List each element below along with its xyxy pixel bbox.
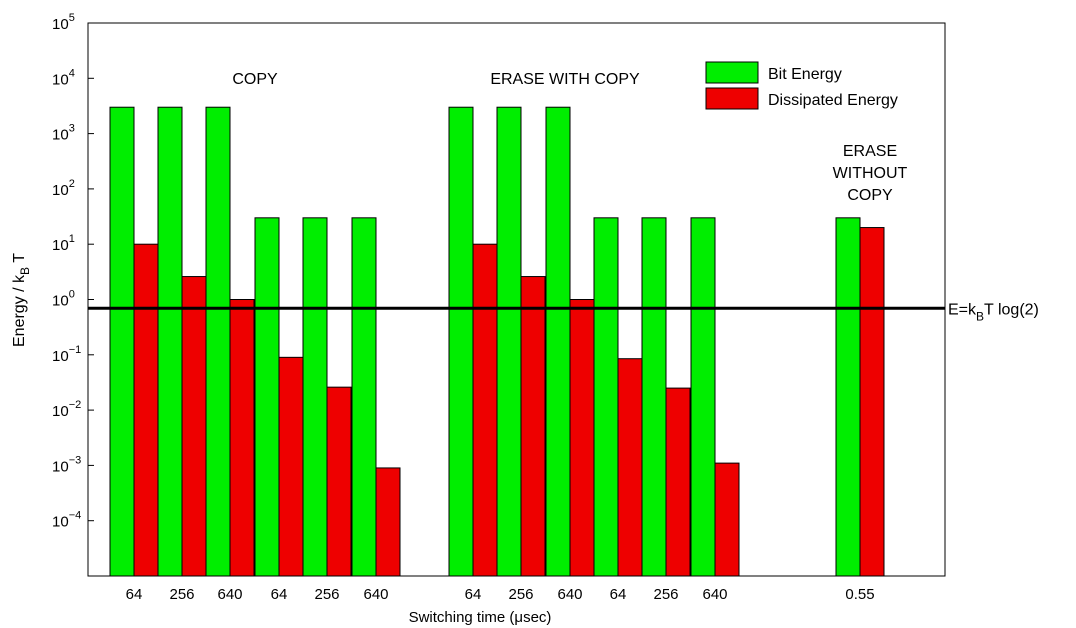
x-tick-label: 64 — [126, 586, 143, 603]
bar-dissipated-energy — [133, 243, 159, 577]
y-axis: 10−4 10−3 10−2 10−1 100 101 102 103 104 105 — [52, 12, 94, 531]
bar-bit-energy — [302, 217, 328, 577]
bar-dissipated-energy — [665, 387, 691, 577]
y-tick-label: 10−4 — [52, 510, 81, 531]
y-tick-label: 104 — [52, 67, 75, 88]
group-label: ERASE WITHOUT COPY — [833, 143, 908, 204]
bar-dissipated-energy — [617, 358, 643, 577]
bar-dissipated-energy — [520, 276, 546, 577]
bar-bit-energy — [109, 106, 135, 577]
bar-bit-energy — [496, 106, 522, 577]
y-tick-label: 103 — [52, 123, 75, 144]
bar-dissipated-energy — [859, 227, 885, 577]
y-tick-label: 102 — [52, 178, 75, 199]
bar-dissipated-energy — [569, 299, 595, 577]
x-axis: 64 256 640 64 256 640 64 256 640 64 256 640 0.55 — [126, 570, 875, 603]
bar-bit-energy — [157, 106, 183, 577]
x-tick-label: 640 — [557, 586, 582, 603]
y-tick-label: 100 — [52, 289, 75, 310]
legend-swatch-bit-energy — [705, 61, 759, 84]
y-tick-label: 10−1 — [52, 344, 81, 365]
bar-bit-energy — [205, 106, 231, 577]
legend-label-dissipated-energy: Dissipated Energy — [768, 92, 898, 109]
bar-dissipated-energy — [714, 462, 740, 577]
bar-bit-energy — [351, 217, 377, 577]
x-tick-label: 0.55 — [845, 586, 874, 603]
x-tick-label: 256 — [653, 586, 678, 603]
bar-bit-energy — [254, 217, 280, 577]
y-tick-label: 10−3 — [52, 454, 81, 475]
x-axis-label: Switching time (μsec) — [409, 609, 552, 626]
bar-bit-energy — [690, 217, 716, 577]
x-tick-label: 640 — [363, 586, 388, 603]
x-tick-label: 64 — [610, 586, 627, 603]
bar-bit-energy — [448, 106, 474, 577]
legend-swatch-dissipated-energy — [705, 87, 759, 110]
bar-dissipated-energy — [181, 276, 207, 577]
y-tick-label: 101 — [52, 233, 75, 254]
bars-layer — [109, 106, 885, 577]
bar-bit-energy — [545, 106, 571, 577]
x-tick-label: 64 — [271, 586, 288, 603]
bar-dissipated-energy — [229, 299, 255, 577]
y-tick-label: 105 — [52, 12, 75, 33]
bar-dissipated-energy — [375, 467, 401, 577]
bar-dissipated-energy — [472, 243, 498, 577]
x-tick-label: 256 — [508, 586, 533, 603]
bar-bit-energy — [835, 217, 861, 577]
legend-label-bit-energy: Bit Energy — [768, 66, 842, 83]
group-annotations: COPY ERASE WITH COPY ERASE WITHOUT COPY — [232, 71, 907, 204]
bar-bit-energy — [641, 217, 667, 577]
x-tick-label: 256 — [169, 586, 194, 603]
bar-dissipated-energy — [326, 386, 352, 577]
x-tick-label: 256 — [314, 586, 339, 603]
group-label: COPY — [232, 71, 278, 88]
reference-line-label: E=kBT log(2) — [948, 301, 1039, 323]
bar-dissipated-energy — [278, 356, 304, 577]
x-tick-label: 64 — [465, 586, 482, 603]
y-axis-label: Energy / kB T — [11, 253, 32, 347]
y-tick-label: 10−2 — [52, 399, 81, 420]
legend: Bit Energy Dissipated Energy — [705, 61, 898, 110]
x-tick-label: 640 — [702, 586, 727, 603]
group-label: ERASE WITH COPY — [490, 71, 640, 88]
x-tick-label: 640 — [217, 586, 242, 603]
bar-bit-energy — [593, 217, 619, 577]
